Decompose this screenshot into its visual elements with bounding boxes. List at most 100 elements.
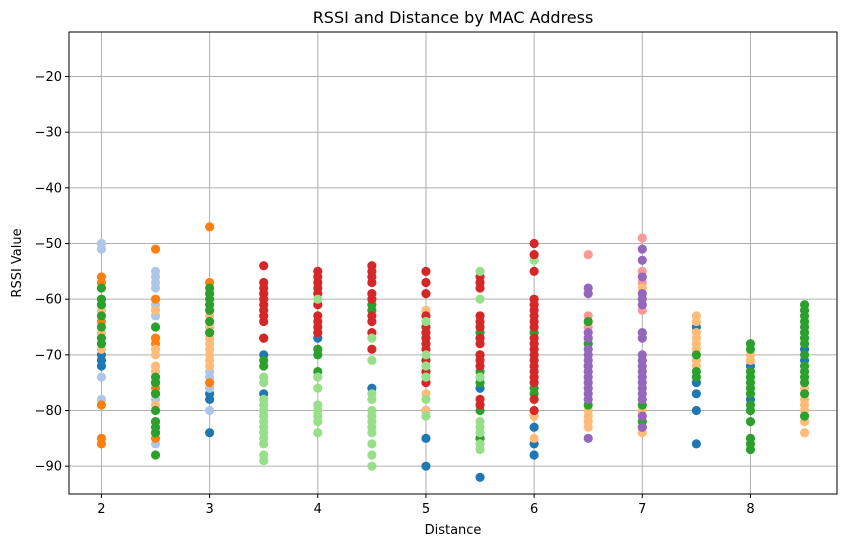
data-point xyxy=(529,322,539,332)
data-point xyxy=(259,316,269,327)
data-point xyxy=(637,422,647,432)
data-point xyxy=(583,289,593,299)
data-point xyxy=(745,444,756,455)
ticks: 2 3 4 5 6 7 8 −90 −80 −70 −60 −50 −40 −30 −20 xyxy=(35,70,755,517)
data-point xyxy=(799,378,810,388)
data-point xyxy=(96,300,107,310)
chart-title: RSSI and Distance by MAC Address xyxy=(313,8,594,27)
data-point xyxy=(96,311,107,321)
data-point xyxy=(313,383,323,393)
data-point xyxy=(475,283,485,293)
data-point xyxy=(367,344,377,354)
x-tick-label: 3 xyxy=(205,502,213,517)
data-point xyxy=(150,283,161,293)
data-point xyxy=(259,333,269,343)
data-point xyxy=(367,394,377,404)
data-point xyxy=(96,339,107,349)
y-tick-label: −40 xyxy=(35,181,62,196)
data-point xyxy=(529,433,539,443)
data-point xyxy=(691,439,701,449)
data-point xyxy=(637,244,647,254)
data-point xyxy=(96,322,107,332)
data-point xyxy=(259,378,269,388)
data-point xyxy=(150,428,161,438)
data-point xyxy=(475,361,485,371)
data-point xyxy=(475,444,485,455)
data-point xyxy=(150,450,161,460)
data-point xyxy=(637,272,647,282)
data-point xyxy=(583,316,593,327)
data-point xyxy=(150,322,161,332)
data-point xyxy=(259,456,269,466)
data-point xyxy=(529,405,539,416)
data-point xyxy=(205,428,215,438)
data-point xyxy=(205,222,215,232)
data-point xyxy=(475,322,485,332)
data-point xyxy=(96,244,107,254)
x-tick-label: 2 xyxy=(97,502,105,517)
data-point xyxy=(205,327,215,338)
data-point xyxy=(529,422,539,432)
data-point xyxy=(421,461,431,471)
data-point xyxy=(367,316,377,327)
data-point xyxy=(205,405,215,416)
data-point xyxy=(745,355,756,366)
data-point xyxy=(313,428,323,438)
x-tick-label: 7 xyxy=(638,502,646,517)
y-tick-label: −90 xyxy=(35,460,62,475)
data-point xyxy=(583,250,593,260)
data-point xyxy=(367,294,377,304)
data-point xyxy=(421,372,431,382)
data-point xyxy=(529,266,539,276)
data-point xyxy=(691,316,701,327)
y-tick-label: −20 xyxy=(35,70,62,85)
data-point xyxy=(583,433,593,443)
data-point xyxy=(150,244,161,254)
data-point xyxy=(96,372,107,382)
y-tick-label: −30 xyxy=(35,126,62,141)
data-point xyxy=(799,428,810,438)
data-point xyxy=(150,378,161,388)
data-point xyxy=(421,266,431,276)
data-point xyxy=(367,355,377,366)
data-point xyxy=(799,411,810,421)
data-point xyxy=(691,350,701,360)
y-tick-label: −60 xyxy=(35,293,62,308)
data-point xyxy=(583,422,593,432)
data-point xyxy=(150,350,161,360)
data-point xyxy=(367,439,377,449)
data-point xyxy=(421,361,431,371)
data-point xyxy=(313,294,323,304)
data-point xyxy=(691,389,701,399)
data-point xyxy=(150,389,161,399)
data-point xyxy=(799,339,810,349)
data-point xyxy=(367,333,377,343)
data-point xyxy=(475,339,485,349)
data-points xyxy=(96,222,810,482)
data-point xyxy=(96,283,107,293)
data-point xyxy=(799,389,810,399)
data-point xyxy=(475,428,485,438)
x-tick-label: 6 xyxy=(530,502,538,517)
grid xyxy=(69,32,837,494)
data-point xyxy=(529,378,539,388)
data-point xyxy=(150,294,161,304)
data-point xyxy=(205,361,215,371)
data-point xyxy=(205,305,215,315)
data-point xyxy=(475,266,485,276)
data-point xyxy=(691,405,701,416)
data-point xyxy=(637,411,647,421)
data-point xyxy=(421,277,431,288)
x-tick-label: 5 xyxy=(422,502,430,517)
data-point xyxy=(421,289,431,299)
data-point xyxy=(421,394,431,404)
data-point xyxy=(529,250,539,260)
data-point xyxy=(637,394,647,404)
data-point xyxy=(745,389,756,399)
data-point xyxy=(259,439,269,449)
data-point xyxy=(799,350,810,360)
data-point xyxy=(637,255,647,265)
data-point xyxy=(475,372,485,382)
data-point xyxy=(421,350,431,360)
